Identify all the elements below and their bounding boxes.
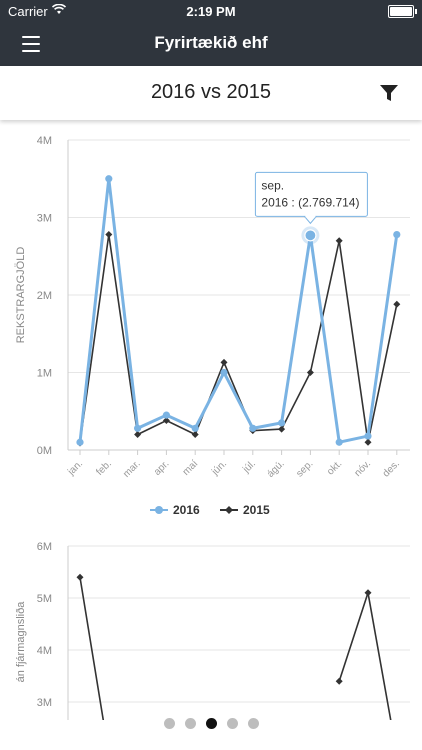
x-tick-label-10: nóv. [352, 458, 373, 479]
y-axis-title: REKSTRARGJÖLD [15, 247, 27, 344]
series-2015-point-1[interactable] [105, 231, 113, 239]
series-2016-point-4[interactable] [191, 424, 199, 432]
series-2015-segment [367, 592, 392, 720]
y-tick-label: 4M [37, 645, 52, 657]
carrier-label: Carrier [8, 4, 48, 19]
x-tick-label-4: maí [181, 458, 201, 478]
series-2015-point-2[interactable] [134, 431, 142, 438]
y-tick-label: 3M [37, 213, 52, 225]
nav-bar: Fyrirtækið ehf [0, 22, 422, 66]
y-tick-label: 6M [37, 541, 52, 553]
series-2016-line [78, 178, 399, 445]
x-tick-label-5: jún. [209, 458, 229, 478]
y-tick-label: 2M [37, 290, 52, 302]
x-tick-label-0: jan. [65, 458, 85, 478]
chart1-legend: 2016 2015 [0, 500, 422, 520]
x-tick-label-1: feb. [94, 458, 114, 478]
tooltip-value: 2016 : (2.769.714) [261, 195, 359, 209]
y-tick-label: 0M [37, 445, 52, 457]
series-2015-point-9[interactable] [335, 677, 343, 685]
y-axis-title: án fjármagnsliða [15, 601, 27, 683]
page-title: Fyrirtækið ehf [154, 33, 268, 52]
series-2016-point-11[interactable] [393, 230, 401, 239]
series-2015-point-10[interactable] [364, 589, 372, 597]
series-2016-point-5[interactable] [220, 368, 228, 377]
series-2016-point-3[interactable] [162, 411, 170, 419]
legend-marker-2015 [225, 506, 233, 514]
series-2015-point-10[interactable] [364, 438, 372, 446]
chart-header: 2016 vs 2015 [0, 66, 422, 120]
x-tick-label-3: apr. [152, 458, 172, 478]
x-tick-label-7: ágú. [265, 458, 287, 480]
series-2015-line [79, 234, 398, 444]
series-2015-point-11[interactable] [393, 300, 401, 308]
expense-line-chart[interactable]: 0M 1M 2M 3M 4M REKSTRARGJÖLD jan. feb. mar. apr. m… [0, 120, 422, 530]
y-tick-label: 3M [37, 697, 52, 709]
series-2015-segment [79, 577, 105, 720]
legend-marker-2016 [155, 506, 163, 514]
series-2016-point-7[interactable] [278, 419, 286, 427]
financial-line-chart[interactable]: 3M 4M 5M 6M án fjármagnsliða [0, 530, 422, 720]
wifi-icon [51, 3, 67, 18]
series-2016-point-8[interactable] [304, 229, 317, 242]
status-time: 2:19 PM [186, 4, 236, 19]
series-2016-point-9[interactable] [335, 438, 343, 446]
legend-label-2016[interactable]: 2016 [173, 503, 200, 517]
series-2015-point-3[interactable] [162, 417, 170, 425]
series-2016-point-0[interactable] [76, 438, 84, 446]
x-tick-label-2: mar. [121, 458, 143, 480]
series-2016-point-1[interactable] [105, 175, 113, 183]
legend-label-2015[interactable]: 2015 [243, 503, 270, 517]
series-2016-point-6[interactable] [249, 424, 257, 432]
x-tick-label-9: okt. [325, 458, 344, 477]
series-2015-point-4[interactable] [191, 431, 199, 438]
filter-funnel-icon[interactable] [378, 82, 400, 104]
page-dot-3[interactable] [226, 718, 238, 729]
series-2015-segment [338, 592, 369, 682]
battery-icon [388, 5, 417, 18]
y-tick-label: 5M [37, 593, 52, 605]
series-2015-point-9[interactable] [335, 237, 343, 245]
series-2015-point-0[interactable] [76, 573, 84, 581]
page-dot-4[interactable] [247, 718, 259, 729]
page-indicator[interactable] [0, 716, 422, 730]
x-tick-label-11: des. [381, 458, 402, 479]
page-dot-2[interactable] [205, 718, 217, 729]
series-2016-point-2[interactable] [134, 424, 142, 432]
page-dot-0[interactable] [163, 718, 175, 729]
x-tick-label-8: sep. [294, 458, 315, 479]
series-2015-point-8[interactable] [306, 369, 314, 376]
series-2015-point-5[interactable] [220, 358, 228, 366]
tooltip-title: sep. [261, 178, 284, 192]
page-dot-1[interactable] [184, 718, 196, 729]
status-bar: Carrier 2:19 PM [0, 0, 422, 22]
chart-tooltip: sep. 2016 : (2.769.714) [254, 171, 368, 225]
series-2016-point-10[interactable] [364, 432, 372, 440]
x-tick-label-6: júl. [240, 458, 258, 476]
comparison-title: 2016 vs 2015 [150, 81, 272, 103]
tooltip-pointer [304, 216, 317, 225]
hamburger-menu-icon[interactable] [22, 36, 40, 52]
y-tick-label: 4M [37, 135, 52, 147]
series-2015-point-7[interactable] [278, 425, 286, 433]
y-tick-label: 1M [37, 368, 52, 380]
